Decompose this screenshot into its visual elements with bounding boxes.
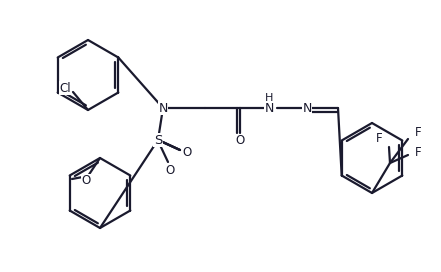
Text: N: N — [303, 101, 312, 115]
Text: O: O — [82, 175, 90, 187]
Text: F: F — [415, 147, 421, 159]
Text: O: O — [235, 134, 245, 147]
Text: Cl: Cl — [59, 82, 71, 94]
Text: H: H — [265, 93, 273, 103]
Text: N: N — [158, 101, 168, 115]
Text: O: O — [183, 146, 192, 159]
Text: F: F — [376, 132, 382, 146]
Text: F: F — [415, 126, 421, 140]
Text: O: O — [165, 163, 175, 177]
Text: S: S — [154, 134, 162, 147]
Text: N: N — [264, 101, 274, 115]
